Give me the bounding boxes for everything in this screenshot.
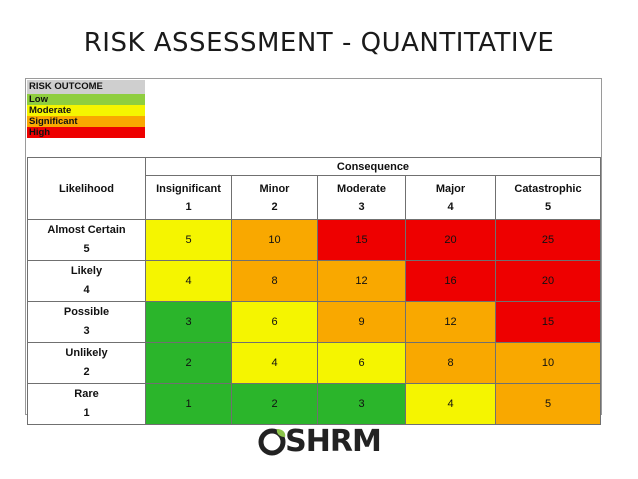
row-number: 4 bbox=[83, 284, 90, 296]
risk-score-cell: 6 bbox=[317, 342, 406, 384]
risk-matrix-table: Likelihood Consequence Insignificant 1 Min… bbox=[27, 157, 601, 425]
row-number: 1 bbox=[83, 407, 90, 419]
risk-score-cell: 25 bbox=[495, 219, 601, 261]
risk-score-cell: 10 bbox=[495, 342, 601, 384]
risk-score-cell: 3 bbox=[317, 383, 406, 425]
legend-heading: RISK OUTCOME bbox=[27, 80, 145, 94]
column-label: Moderate bbox=[337, 182, 386, 195]
risk-score-cell: 20 bbox=[495, 260, 601, 302]
consequence-column-5: Catastrophic 5 bbox=[495, 175, 601, 220]
consequence-column-1: Insignificant 1 bbox=[145, 175, 232, 220]
column-number: 1 bbox=[185, 200, 192, 213]
likelihood-row-header: Unlikely 2 bbox=[27, 342, 146, 384]
likelihood-heading: Likelihood bbox=[27, 157, 146, 220]
risk-outcome-legend: RISK OUTCOME Low Moderate Significant Hi… bbox=[27, 80, 145, 138]
legend-item-moderate: Moderate bbox=[27, 105, 145, 116]
column-number: 5 bbox=[544, 200, 552, 213]
row-number: 5 bbox=[83, 243, 90, 255]
legend-item-low: Low bbox=[27, 94, 145, 105]
risk-score-cell: 9 bbox=[317, 301, 406, 343]
oshrm-o-leaf-icon bbox=[257, 426, 287, 461]
risk-score-cell: 8 bbox=[405, 342, 496, 384]
column-number: 4 bbox=[447, 200, 454, 213]
risk-score-cell: 3 bbox=[145, 301, 232, 343]
risk-score-cell: 4 bbox=[405, 383, 496, 425]
risk-score-cell: 2 bbox=[231, 383, 318, 425]
risk-score-cell: 4 bbox=[145, 260, 232, 302]
matrix-row: Rare 1 1 2 3 4 5 bbox=[27, 383, 601, 425]
row-label: Possible bbox=[63, 306, 110, 318]
row-label: Likely bbox=[70, 265, 103, 277]
risk-score-cell: 16 bbox=[405, 260, 496, 302]
row-number: 2 bbox=[83, 366, 90, 378]
risk-score-cell: 6 bbox=[231, 301, 318, 343]
consequence-column-4: Major 4 bbox=[405, 175, 496, 220]
risk-score-cell: 5 bbox=[495, 383, 601, 425]
legend-item-significant: Significant bbox=[27, 116, 145, 127]
risk-score-cell: 15 bbox=[317, 219, 406, 261]
risk-score-cell: 8 bbox=[231, 260, 318, 302]
matrix-row: Almost Certain 5 5 10 15 20 25 bbox=[27, 219, 601, 261]
column-label: Insignificant bbox=[156, 182, 221, 195]
risk-score-cell: 1 bbox=[145, 383, 232, 425]
column-label: Minor bbox=[259, 182, 290, 195]
likelihood-row-header: Possible 3 bbox=[27, 301, 146, 343]
legend-item-high: High bbox=[27, 127, 145, 138]
consequence-heading: Consequence bbox=[145, 157, 601, 176]
matrix-row: Unlikely 2 2 4 6 8 10 bbox=[27, 342, 601, 384]
consequence-column-2: Minor 2 bbox=[231, 175, 318, 220]
risk-score-cell: 12 bbox=[317, 260, 406, 302]
column-number: 2 bbox=[271, 200, 278, 213]
consequence-column-3: Moderate 3 bbox=[317, 175, 406, 220]
risk-score-cell: 15 bbox=[495, 301, 601, 343]
risk-score-cell: 4 bbox=[231, 342, 318, 384]
logo-text: SHRM bbox=[285, 424, 382, 459]
matrix-row: Likely 4 4 8 12 16 20 bbox=[27, 260, 601, 302]
row-number: 3 bbox=[83, 325, 90, 337]
row-label: Almost Certain bbox=[47, 224, 126, 236]
slide-title: RISK ASSESSMENT - QUANTITATIVE bbox=[83, 28, 555, 58]
row-label: Unlikely bbox=[65, 347, 108, 359]
likelihood-row-header: Almost Certain 5 bbox=[27, 219, 146, 261]
matrix-row: Possible 3 3 6 9 12 15 bbox=[27, 301, 601, 343]
oshrm-logo: SHRM bbox=[0, 422, 638, 462]
column-label: Major bbox=[435, 182, 466, 195]
column-label: Catastrophic bbox=[514, 182, 582, 195]
risk-score-cell: 20 bbox=[405, 219, 496, 261]
risk-score-cell: 5 bbox=[145, 219, 232, 261]
risk-score-cell: 12 bbox=[405, 301, 496, 343]
risk-score-cell: 10 bbox=[231, 219, 318, 261]
row-label: Rare bbox=[74, 388, 99, 400]
column-number: 3 bbox=[358, 200, 365, 213]
likelihood-row-header: Rare 1 bbox=[27, 383, 146, 425]
likelihood-row-header: Likely 4 bbox=[27, 260, 146, 302]
risk-score-cell: 2 bbox=[145, 342, 232, 384]
